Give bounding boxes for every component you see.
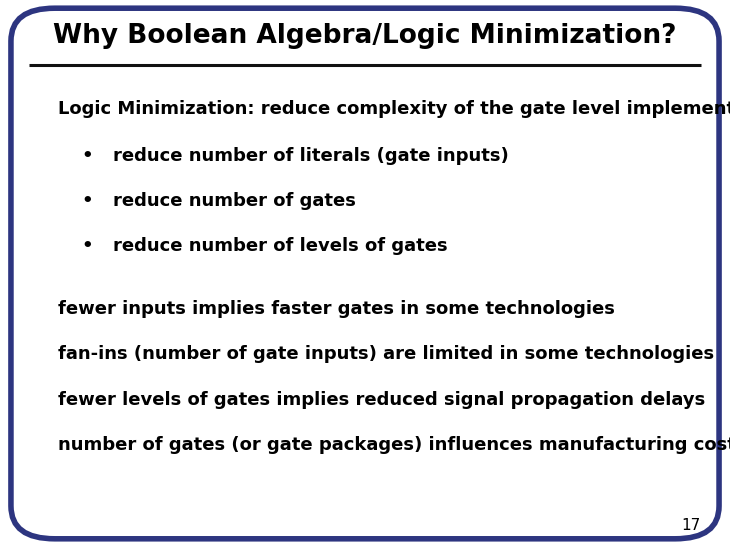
Text: reduce number of levels of gates: reduce number of levels of gates — [113, 237, 447, 254]
Text: Why Boolean Algebra/Logic Minimization?: Why Boolean Algebra/Logic Minimization? — [53, 22, 677, 49]
Text: •: • — [82, 192, 93, 210]
FancyBboxPatch shape — [11, 8, 719, 539]
Text: fewer levels of gates implies reduced signal propagation delays: fewer levels of gates implies reduced si… — [58, 391, 706, 409]
Text: •: • — [82, 237, 93, 254]
Text: fewer inputs implies faster gates in some technologies: fewer inputs implies faster gates in som… — [58, 300, 615, 318]
Text: fan-ins (number of gate inputs) are limited in some technologies: fan-ins (number of gate inputs) are limi… — [58, 346, 715, 363]
Text: number of gates (or gate packages) influences manufacturing costs: number of gates (or gate packages) influ… — [58, 437, 730, 454]
Text: reduce number of literals (gate inputs): reduce number of literals (gate inputs) — [113, 147, 509, 165]
Text: Logic Minimization: reduce complexity of the gate level implementation: Logic Minimization: reduce complexity of… — [58, 101, 730, 118]
Text: •: • — [82, 147, 93, 165]
Text: 17: 17 — [682, 519, 701, 533]
Text: reduce number of gates: reduce number of gates — [113, 192, 356, 210]
